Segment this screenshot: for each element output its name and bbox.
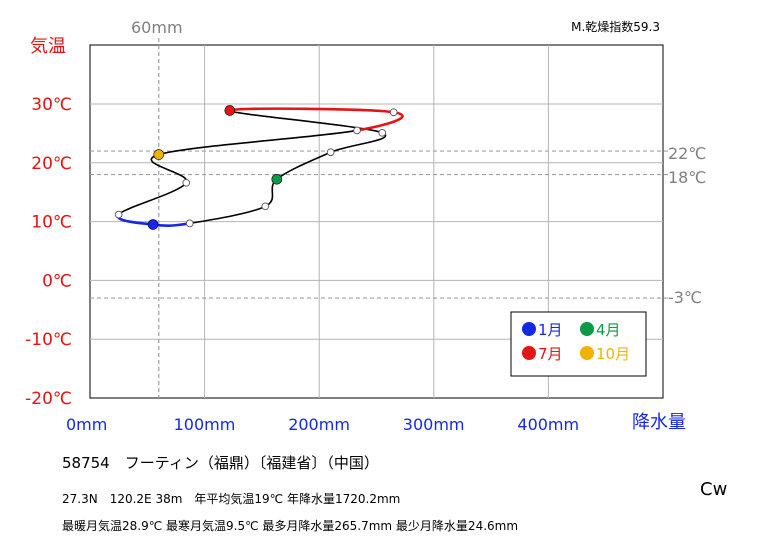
legend-marker-apr <box>580 322 594 336</box>
aridity-index: M.乾燥指数59.3 <box>571 19 660 34</box>
y-tick-label-3: 10℃ <box>31 213 72 233</box>
point-month-8 <box>389 108 398 117</box>
point-month-3 <box>261 202 270 211</box>
legend-label-apr: 4月 <box>596 321 621 339</box>
y-tick-label-5: 30℃ <box>31 95 72 115</box>
legend-marker-jul <box>522 346 536 360</box>
y-tick-label-4: 20℃ <box>31 154 72 174</box>
legend: 1月 4月 7月 10月 <box>510 311 647 377</box>
ref-label-22c: 22℃ <box>668 144 706 163</box>
point-month-12 <box>114 210 123 219</box>
legend-label-jan: 1月 <box>538 321 563 339</box>
y-tick-label-1: -10℃ <box>25 330 72 350</box>
point-month-6 <box>378 128 387 137</box>
month-points <box>114 105 398 230</box>
station-line-1: 27.3N 120.2E 38m 年平均気温19℃ 年降水量1720.2mm <box>62 492 401 506</box>
climate-class: Cw <box>700 479 728 500</box>
grid <box>90 45 663 398</box>
ref-label-18c: 18℃ <box>668 168 706 187</box>
y-tick-label-0: -20℃ <box>25 389 72 409</box>
x-tick-label-2: 200mm <box>288 415 350 434</box>
legend-box <box>510 311 647 377</box>
point-month-2 <box>185 219 194 228</box>
y-axis-title: 気温 <box>30 36 66 57</box>
x-tick-label-3: 300mm <box>403 415 465 434</box>
x-tick-label-1: 100mm <box>174 415 236 434</box>
x-tick-label-0: 0mm <box>66 415 107 434</box>
point-month-9 <box>353 126 361 135</box>
series-segment-9-10 <box>158 129 358 156</box>
reference-lines <box>90 38 668 398</box>
point-month-4 <box>271 173 283 185</box>
point-month-11 <box>182 178 191 187</box>
legend-label-jul: 7月 <box>538 345 563 363</box>
ref-label-minus3c: -3℃ <box>668 288 702 307</box>
y-tick-label-2: 0℃ <box>42 271 72 291</box>
point-month-7 <box>224 105 236 116</box>
series-segment-7-8 <box>228 107 394 114</box>
point-month-1 <box>147 219 159 230</box>
series-segment-8-9 <box>356 110 404 132</box>
point-month-10 <box>153 149 165 160</box>
ref-label-60mm: 60mm <box>131 18 183 37</box>
legend-marker-jan <box>522 322 536 336</box>
x-axis-title: 降水量 <box>632 412 686 433</box>
x-tick-label-4: 400mm <box>517 415 579 434</box>
point-month-5 <box>326 148 335 157</box>
station-title: 58754 フーティン（福鼎）〔福建省〕（中国） <box>62 454 379 472</box>
ticks: 0mm 100mm 200mm 300mm 400mm -20℃ -10℃ 0℃ 10℃ 20℃ 3… <box>25 95 579 434</box>
legend-label-oct: 10月 <box>596 345 630 363</box>
series-segment-2-3 <box>189 205 266 225</box>
station-line-2: 最暖月気温28.9℃ 最寒月気温9.5℃ 最多月降水量265.7mm 最少月降水… <box>62 519 519 533</box>
legend-marker-oct <box>580 346 594 360</box>
